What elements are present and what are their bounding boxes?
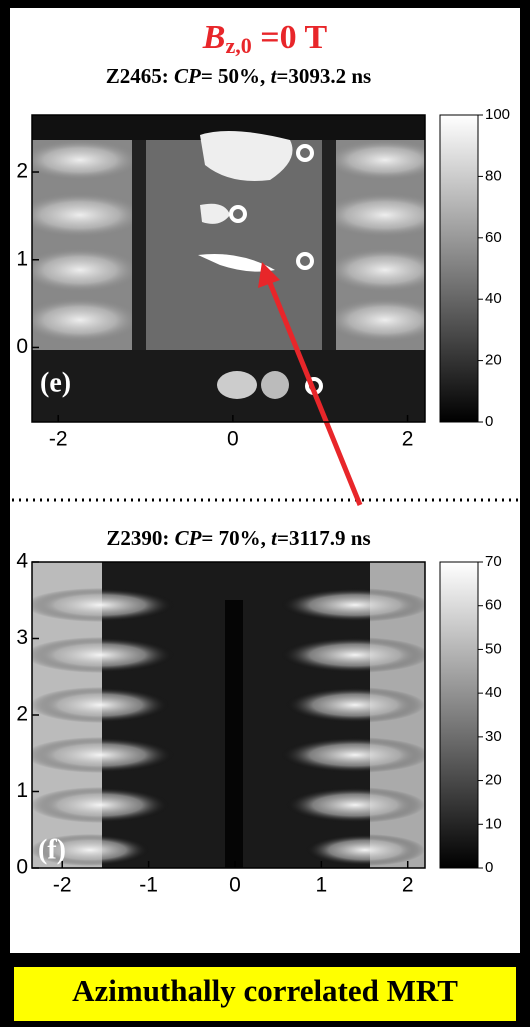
y-tick-label: 1 <box>16 779 28 802</box>
x-tick-label: 0 <box>229 874 241 897</box>
colorbar-tick-label: 40 <box>485 290 502 307</box>
title: Bz,0 =0 T <box>202 19 328 58</box>
colorbar-tick-label: 60 <box>485 597 502 614</box>
arrow <box>258 262 363 506</box>
x-tick-label: 2 <box>402 428 414 451</box>
colorbar-tick-label: 30 <box>485 728 502 745</box>
subtitle-part: =3117.9 ns <box>277 526 371 550</box>
subtitle: Z2390: CP= 70%, t=3117.9 ns <box>106 526 370 550</box>
subtitle: Z2465: CP= 50%, t=3093.2 ns <box>106 64 371 88</box>
panel-label: (e) <box>40 367 71 398</box>
plot-frame <box>31 114 426 423</box>
y-tick-label: 0 <box>16 335 28 358</box>
subtitle-part: CP <box>174 64 201 88</box>
subtitle-part: Z2465: <box>106 64 174 88</box>
x-tick-label: -2 <box>49 428 68 451</box>
x-tick-label: -2 <box>53 874 72 897</box>
subtitle-part: CP <box>175 526 202 550</box>
colorbar-tick-label: 0 <box>485 859 493 876</box>
y-tick-label: 3 <box>16 626 28 649</box>
subtitle-part: Z2390: <box>106 526 174 550</box>
colorbar-tick-label: 20 <box>485 772 502 789</box>
colorbar-tick-label: 60 <box>485 229 502 246</box>
y-tick-label: 2 <box>16 703 28 726</box>
subtitle-part: t <box>271 64 278 88</box>
y-tick-label: 4 <box>16 550 28 573</box>
colorbar-tick-label: 80 <box>485 167 502 184</box>
colorbar-tick-label: 0 <box>485 413 493 430</box>
image-e <box>32 115 425 422</box>
colorbar-tick-label: 70 <box>485 553 502 570</box>
subtitle-part: =3093.2 ns <box>276 64 371 88</box>
colorbar-tick-label: 100 <box>485 106 510 123</box>
colorbar-tick-label: 10 <box>485 815 502 832</box>
x-tick-label: 2 <box>402 874 414 897</box>
y-tick-label: 1 <box>16 247 28 270</box>
x-tick-label: 1 <box>316 874 328 897</box>
colorbar-tick-label: 20 <box>485 352 502 369</box>
x-tick-label: 0 <box>227 428 239 451</box>
subtitle-part: = 50%, <box>201 64 271 88</box>
colorbar-tick-label: 50 <box>485 640 502 657</box>
colorbar-tick-label: 40 <box>485 684 502 701</box>
caption-box <box>14 967 516 1021</box>
subtitle-part: = 70%, <box>201 526 271 550</box>
caption: Azimuthally correlated MRT <box>72 973 458 1008</box>
colorbar <box>439 561 479 869</box>
x-tick-label: -1 <box>139 874 158 897</box>
y-tick-label: 0 <box>16 856 28 879</box>
panel-label: (f) <box>38 834 66 865</box>
image-f <box>32 562 425 868</box>
y-tick-label: 2 <box>16 160 28 183</box>
subtitle-part: t <box>271 526 278 550</box>
colorbar <box>439 114 479 423</box>
